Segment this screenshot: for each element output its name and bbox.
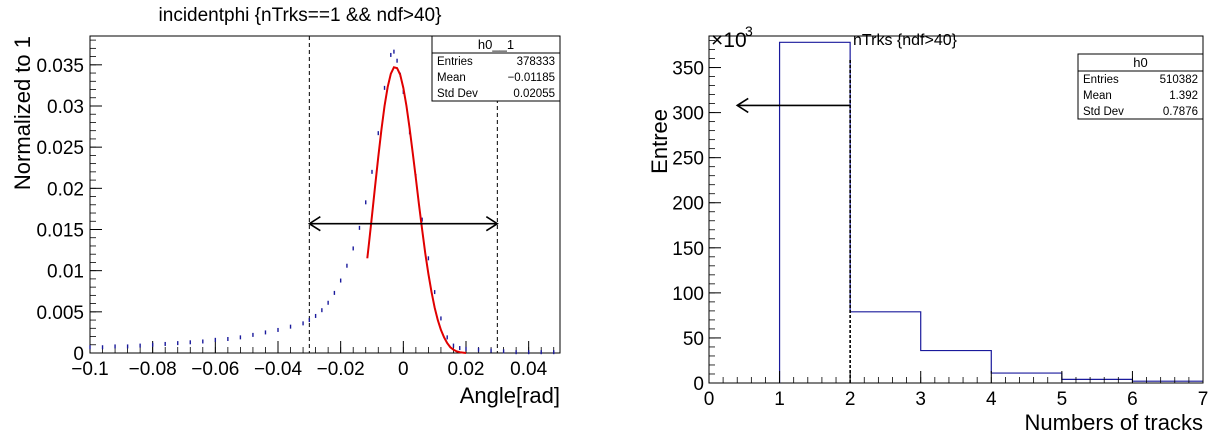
stats-box-row-label: Mean — [1083, 90, 1112, 102]
chart-title-2: nTrks {ndf>40} — [853, 32, 958, 49]
stats-box-row-value: 1.392 — [1169, 90, 1198, 102]
stats-box-1: h0__1 Entries 378333 Mean −0.01185 Std Dev 0.0… — [432, 36, 560, 101]
stats-box-title: h0__1 — [478, 37, 514, 52]
y-tick-label-2: 100 — [672, 284, 704, 305]
y-tick-label-1: 0.03 — [47, 97, 84, 118]
y-tick-label-1: 0.01 — [47, 262, 84, 283]
x-tick-label-2: 2 — [845, 389, 856, 410]
fit-curve — [367, 67, 466, 353]
x-tick-label-1: −0.08 — [129, 359, 177, 380]
y-tick-label-1: 0.035 — [36, 56, 84, 77]
stats-box-row-value: 0.7876 — [1163, 106, 1198, 118]
stats-box-row-value: 510382 — [1160, 74, 1198, 86]
x-tick-label-2: 6 — [1127, 389, 1138, 410]
y-tick-label-2: 350 — [672, 59, 704, 80]
axis-multiplier-exponent: 3 — [745, 23, 753, 39]
stats-box-row-value: 378333 — [517, 56, 555, 68]
x-tick-label-1: 0 — [398, 359, 409, 380]
stats-box-title: h0 — [1133, 55, 1147, 70]
y-tick-label-1: 0.015 — [36, 220, 84, 241]
axis-multiplier: ×10 — [711, 29, 747, 52]
stats-box-row-label: Entries — [437, 56, 473, 68]
stats-box-row-label: Mean — [437, 72, 466, 84]
chart-title-1: incidentphi {nTrks==1 && ndf>40} — [159, 5, 442, 26]
y-tick-label-1: 0.005 — [36, 303, 84, 324]
y-tick-label-2: 150 — [672, 239, 704, 260]
x-axis-label-1: Angle[rad] — [460, 383, 560, 408]
y-axis-label-1: Normalized to 1 — [10, 36, 35, 190]
stats-box-row-value: 0.02055 — [513, 88, 555, 100]
stats-box-row-label: Std Dev — [437, 88, 478, 100]
y-tick-label-2: 50 — [683, 329, 704, 350]
y-tick-label-2: 300 — [672, 104, 704, 125]
x-tick-label-1: −0.04 — [254, 359, 303, 380]
y-tick-label-2: 250 — [672, 149, 704, 170]
y-axis-label-2: Entree — [647, 109, 672, 174]
x-tick-label-2: 3 — [915, 389, 926, 410]
x-axis-label-2: Numbers of tracks — [1025, 410, 1204, 435]
stats-box-row-label: Entries — [1083, 74, 1119, 86]
stats-box-row-label: Std Dev — [1083, 106, 1124, 118]
y-tick-label-2: 200 — [672, 194, 704, 215]
stats-box-2: h0 Entries 510382 Mean 1.392 Std Dev 0.7876 — [1078, 54, 1203, 119]
x-tick-label-2: 1 — [774, 389, 785, 410]
y-tick-label-1: 0.025 — [36, 138, 84, 159]
x-tick-label-1: −0.1 — [71, 359, 109, 380]
x-tick-label-1: 0.02 — [448, 359, 485, 380]
y-tick-label-1: 0.02 — [47, 179, 84, 200]
x-tick-label-2: 7 — [1198, 389, 1209, 410]
x-tick-label-1: −0.06 — [191, 359, 239, 380]
stats-box-row-value: −0.01185 — [508, 72, 555, 84]
x-tick-label-1: 0.04 — [510, 359, 547, 380]
y-tick-label-2: 0 — [693, 374, 704, 395]
x-tick-label-2: 4 — [986, 389, 997, 410]
x-tick-label-1: −0.02 — [317, 359, 365, 380]
x-tick-label-2: 0 — [704, 389, 715, 410]
x-tick-label-2: 5 — [1057, 389, 1068, 410]
